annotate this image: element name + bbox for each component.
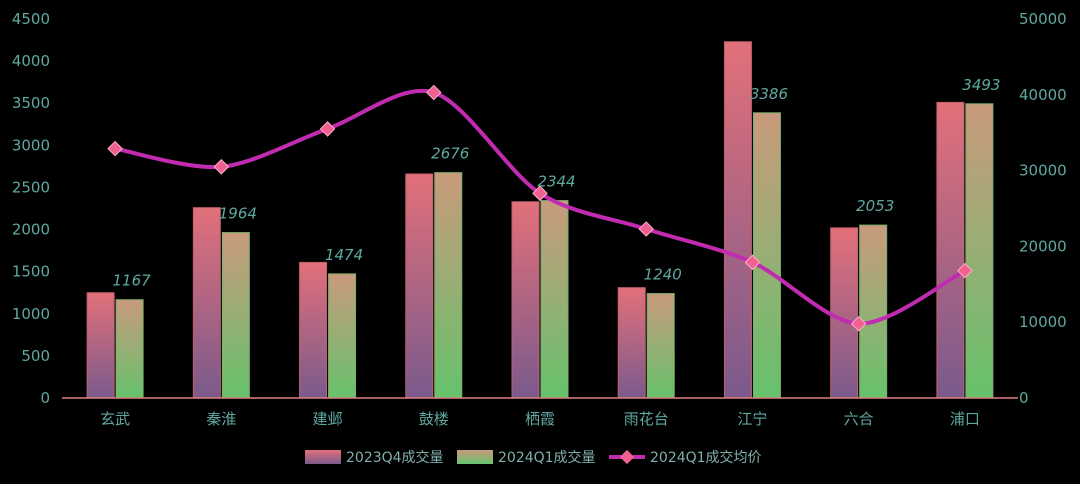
data-label-2024q1: 2053 xyxy=(856,197,894,215)
legend[interactable]: 2023Q4成交量 2024Q1成交量 2024Q1成交均价 xyxy=(305,449,762,466)
y-left-tick-label: 0 xyxy=(40,389,50,407)
bar-2024q1 xyxy=(328,273,357,399)
x-category-label: 玄武 xyxy=(100,410,130,428)
bar-2023q4 xyxy=(405,173,434,399)
x-category-label: 雨花台 xyxy=(624,410,669,428)
data-label-2024q1: 1474 xyxy=(325,246,363,264)
price-marker xyxy=(744,254,761,271)
data-labels: 1167 1964 1474 2676 2344 1240 3386 2053 3493 xyxy=(113,76,1001,290)
data-label-2024q1: 2676 xyxy=(431,145,469,163)
legend-label-2023q4: 2023Q4成交量 xyxy=(346,449,444,466)
data-label-2024q1: 1240 xyxy=(644,266,682,284)
x-category-label: 栖霞 xyxy=(525,410,555,428)
data-label-2024q1: 3493 xyxy=(962,76,1000,94)
y-right-tick-label: 40000 xyxy=(1019,86,1067,104)
y-axis-right: 0 10000 20000 30000 40000 50000 xyxy=(1019,10,1067,407)
bars-group xyxy=(86,41,994,399)
y-left-tick-label: 1500 xyxy=(12,263,50,281)
bar-2023q4 xyxy=(723,41,752,399)
line-series xyxy=(107,84,973,332)
legend-label-2024q1: 2024Q1成交量 xyxy=(498,449,596,466)
x-category-label: 建邺 xyxy=(313,410,343,428)
bar-2023q4 xyxy=(192,207,221,399)
data-label-2024q1: 1964 xyxy=(219,205,257,223)
price-marker xyxy=(532,185,548,202)
y-right-tick-label: 20000 xyxy=(1019,237,1067,255)
y-left-tick-label: 500 xyxy=(21,347,50,365)
price-marker xyxy=(213,159,230,175)
bar-2024q1 xyxy=(965,103,994,399)
bar-2023q4 xyxy=(86,292,115,399)
bar-2023q4 xyxy=(511,201,540,399)
legend-swatch-2023q4 xyxy=(305,450,341,464)
bar-2024q1 xyxy=(434,172,463,399)
data-label-2024q1: 3386 xyxy=(750,85,788,103)
bar-2024q1 xyxy=(752,112,781,399)
bar-2024q1 xyxy=(221,232,250,399)
x-category-label: 江宁 xyxy=(737,410,767,428)
y-right-tick-label: 0 xyxy=(1019,389,1029,407)
legend-swatch-2024q1 xyxy=(457,450,493,464)
y-right-tick-label: 30000 xyxy=(1019,162,1067,180)
price-marker xyxy=(957,262,973,279)
bar-2024q1 xyxy=(859,224,888,399)
x-category-label: 秦淮 xyxy=(206,410,236,428)
bar-2023q4 xyxy=(936,101,965,399)
y-left-tick-label: 3500 xyxy=(12,94,50,112)
y-left-tick-label: 2000 xyxy=(12,221,50,239)
bar-2024q1 xyxy=(540,200,569,399)
x-category-label: 浦口 xyxy=(950,410,980,428)
legend-marker-price xyxy=(619,449,635,465)
bar-2023q4 xyxy=(617,287,646,399)
legend-label-price: 2024Q1成交均价 xyxy=(650,449,762,466)
y-left-tick-label: 3000 xyxy=(12,136,50,154)
price-marker xyxy=(850,315,867,332)
price-marker xyxy=(638,221,655,237)
data-label-2024q1: 1167 xyxy=(113,272,152,290)
y-left-tick-label: 4500 xyxy=(12,10,50,28)
x-axis: 玄武 秦淮 建邺 鼓楼 栖霞 雨花台 江宁 六合 浦口 xyxy=(100,410,980,428)
price-marker xyxy=(425,84,442,101)
y-right-tick-label: 10000 xyxy=(1019,313,1067,331)
data-label-2024q1: 2344 xyxy=(537,173,575,191)
x-category-label: 鼓楼 xyxy=(419,410,449,428)
y-right-tick-label: 50000 xyxy=(1019,10,1067,28)
price-marker xyxy=(107,140,123,157)
bar-2024q1 xyxy=(115,299,144,399)
bar-2023q4 xyxy=(299,261,328,399)
y-left-tick-label: 2500 xyxy=(12,178,50,196)
y-left-tick-label: 4000 xyxy=(12,52,50,70)
bar-2024q1 xyxy=(646,293,675,399)
bar-2023q4 xyxy=(830,227,859,399)
y-left-tick-label: 1000 xyxy=(12,305,50,323)
x-category-label: 六合 xyxy=(844,410,874,428)
price-marker xyxy=(319,121,336,137)
y-axis-left: 0 500 1000 1500 2000 2500 3000 3500 4000 4500 xyxy=(12,10,50,407)
